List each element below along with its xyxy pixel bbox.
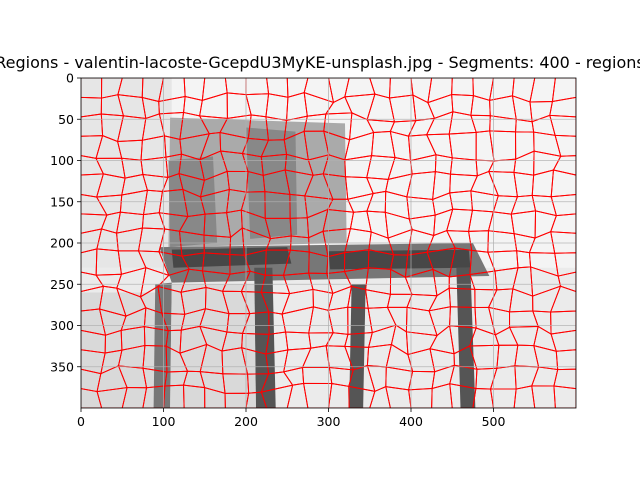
y-tick-label: 250 [50,277,74,292]
y-tick-label: 0 [66,71,74,86]
segment-cell [142,385,166,408]
segment-boundaries [81,78,576,408]
x-tick-label: 200 [234,414,258,429]
segment-cell [385,386,412,408]
segment-cell [472,387,495,408]
segment-cell [549,285,576,313]
segment-cell [550,169,576,198]
segment-cell [224,392,250,408]
segment-cell [449,383,477,408]
y-tick-label: 150 [50,194,74,209]
region-seat-dark [171,247,292,268]
segment-cell [96,386,128,408]
segment-cell [408,387,433,408]
segment-cell [348,385,376,408]
x-tick-label: 400 [399,414,423,429]
segment-cell [182,384,206,408]
segment-cell [531,385,556,408]
segment-cell [162,384,185,408]
segment-cell [327,382,350,408]
x-axis-ticks: 0 100 200 300 400 500 [77,408,505,429]
segment-cell [550,231,576,254]
x-tick-label: 100 [152,414,176,429]
y-tick-label: 350 [50,359,74,374]
segment-cell [549,96,576,118]
y-axis-ticks: 0 50 100 150 200 250 300 350 [50,71,81,374]
region-seat-dark-2 [328,249,471,270]
x-tick-label: 300 [317,414,341,429]
chart-title: Regions - valentin-lacoste-GcepdU3MyKE-u… [0,53,640,72]
segment-cell [245,391,268,408]
segment-cell [431,383,453,408]
region-floor-under-seat [170,284,256,408]
segment-cell [550,193,576,217]
grid-lines [81,78,576,408]
segment-cell [557,271,576,293]
region-chair-back-shadow-2 [246,127,298,239]
region-leg-back-left [153,282,172,408]
segment-cell [550,213,576,234]
segment-cell [286,382,309,408]
y-tick-label: 200 [50,236,74,251]
segment-cell [553,385,576,408]
y-tick-label: 100 [50,153,74,168]
segment-cell [81,388,103,408]
segment-cell [550,310,576,335]
segment-cell [551,78,576,103]
segment-cell [204,386,226,408]
x-tick-label: 500 [482,414,506,429]
segment-cell [550,329,576,352]
region-leg-front-left [254,267,276,408]
y-tick-label: 300 [50,318,74,333]
region-leg-back-right [349,284,366,408]
segment-cell [369,385,391,408]
segment-cell [554,252,576,277]
segment-cell [552,155,576,176]
segment-cell [513,385,536,408]
y-tick-label: 50 [58,112,74,127]
segment-cell [554,134,576,157]
segment-cell [303,382,333,408]
segment-cell [553,368,576,390]
segment-cell [260,384,294,408]
x-tick-label: 0 [77,414,85,429]
segment-cell [549,114,576,137]
segment-cell [489,388,517,408]
plot-area [81,78,576,408]
segment-cell [121,387,148,408]
segment-cell [555,349,576,371]
region-leg-front-right [456,267,476,408]
